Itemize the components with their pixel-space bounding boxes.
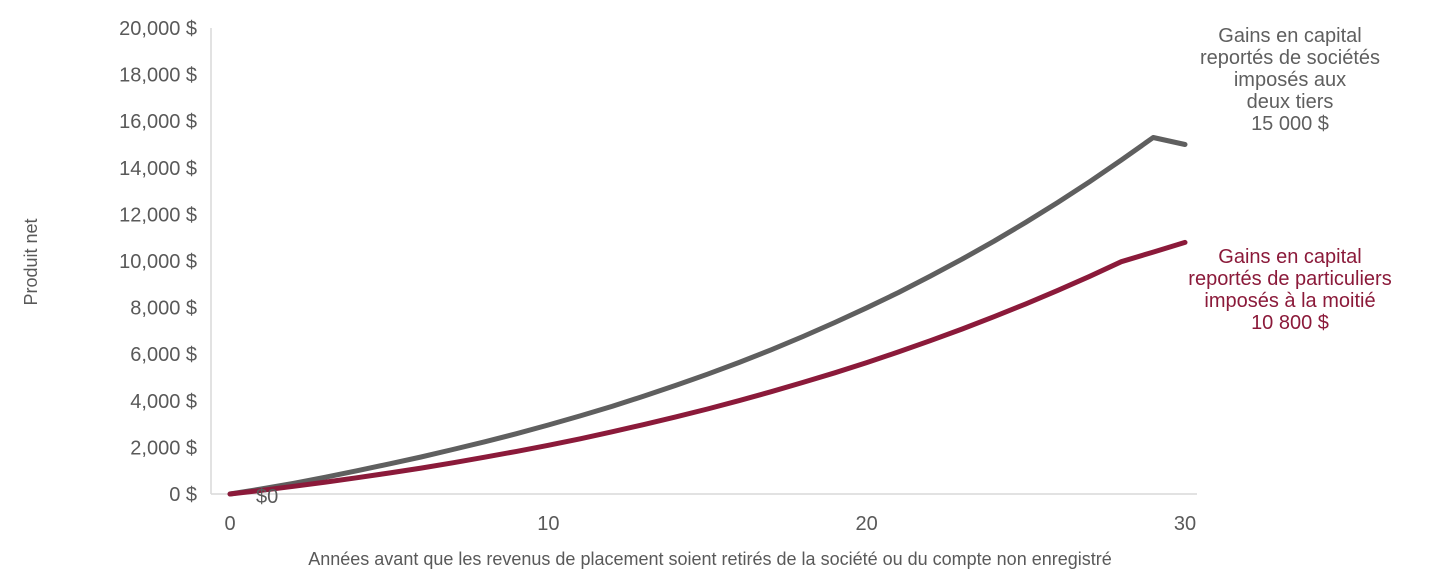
y-tick-label: 20,000 $ — [119, 18, 197, 40]
series-layer — [227, 135, 1188, 497]
annotation-line: Gains en capital — [1218, 246, 1361, 268]
y-tick-label: 10,000 $ — [119, 251, 197, 273]
y-tick-label: 16,000 $ — [119, 111, 197, 133]
annotation-line: deux tiers — [1247, 91, 1334, 113]
y-tick-label: 0 $ — [169, 484, 197, 506]
annotation-line: reportés de sociétés — [1200, 47, 1380, 69]
x-tick-label: 30 — [1174, 513, 1196, 535]
origin-data-label: $0 — [256, 486, 278, 508]
y-axis-title: Produit net — [21, 218, 41, 305]
y-tick-label: 6,000 $ — [130, 344, 197, 366]
x-tick-labels: 0 10 20 30 — [224, 513, 1196, 535]
y-tick-labels: 0 $ 2,000 $ 4,000 $ 6,000 $ 8,000 $ 10,000 $ 1… — [119, 18, 197, 506]
y-tick-label: 18,000 $ — [119, 65, 197, 87]
annotation-line: imposés aux — [1234, 69, 1346, 91]
x-tick-label: 20 — [856, 513, 878, 535]
series-line-2 — [227, 239, 1188, 497]
y-tick-label: 8,000 $ — [130, 298, 197, 320]
annotation-line: reportés de particuliers — [1188, 268, 1391, 290]
annotation-line: 15 000 $ — [1251, 113, 1329, 135]
annotation-line: 10 800 $ — [1251, 312, 1329, 334]
x-axis-title: Années avant que les revenus de placemen… — [308, 549, 1112, 569]
series-line-1 — [227, 135, 1188, 497]
y-tick-label: 14,000 $ — [119, 158, 197, 180]
y-tick-label: 12,000 $ — [119, 204, 197, 226]
annotation-line: Gains en capital — [1218, 25, 1361, 47]
x-tick-label: 10 — [537, 513, 559, 535]
annotation-line: imposés à la moitié — [1204, 290, 1375, 312]
y-tick-label: 4,000 $ — [130, 391, 197, 413]
y-tick-label: 2,000 $ — [130, 437, 197, 459]
x-tick-label: 0 — [224, 513, 235, 535]
